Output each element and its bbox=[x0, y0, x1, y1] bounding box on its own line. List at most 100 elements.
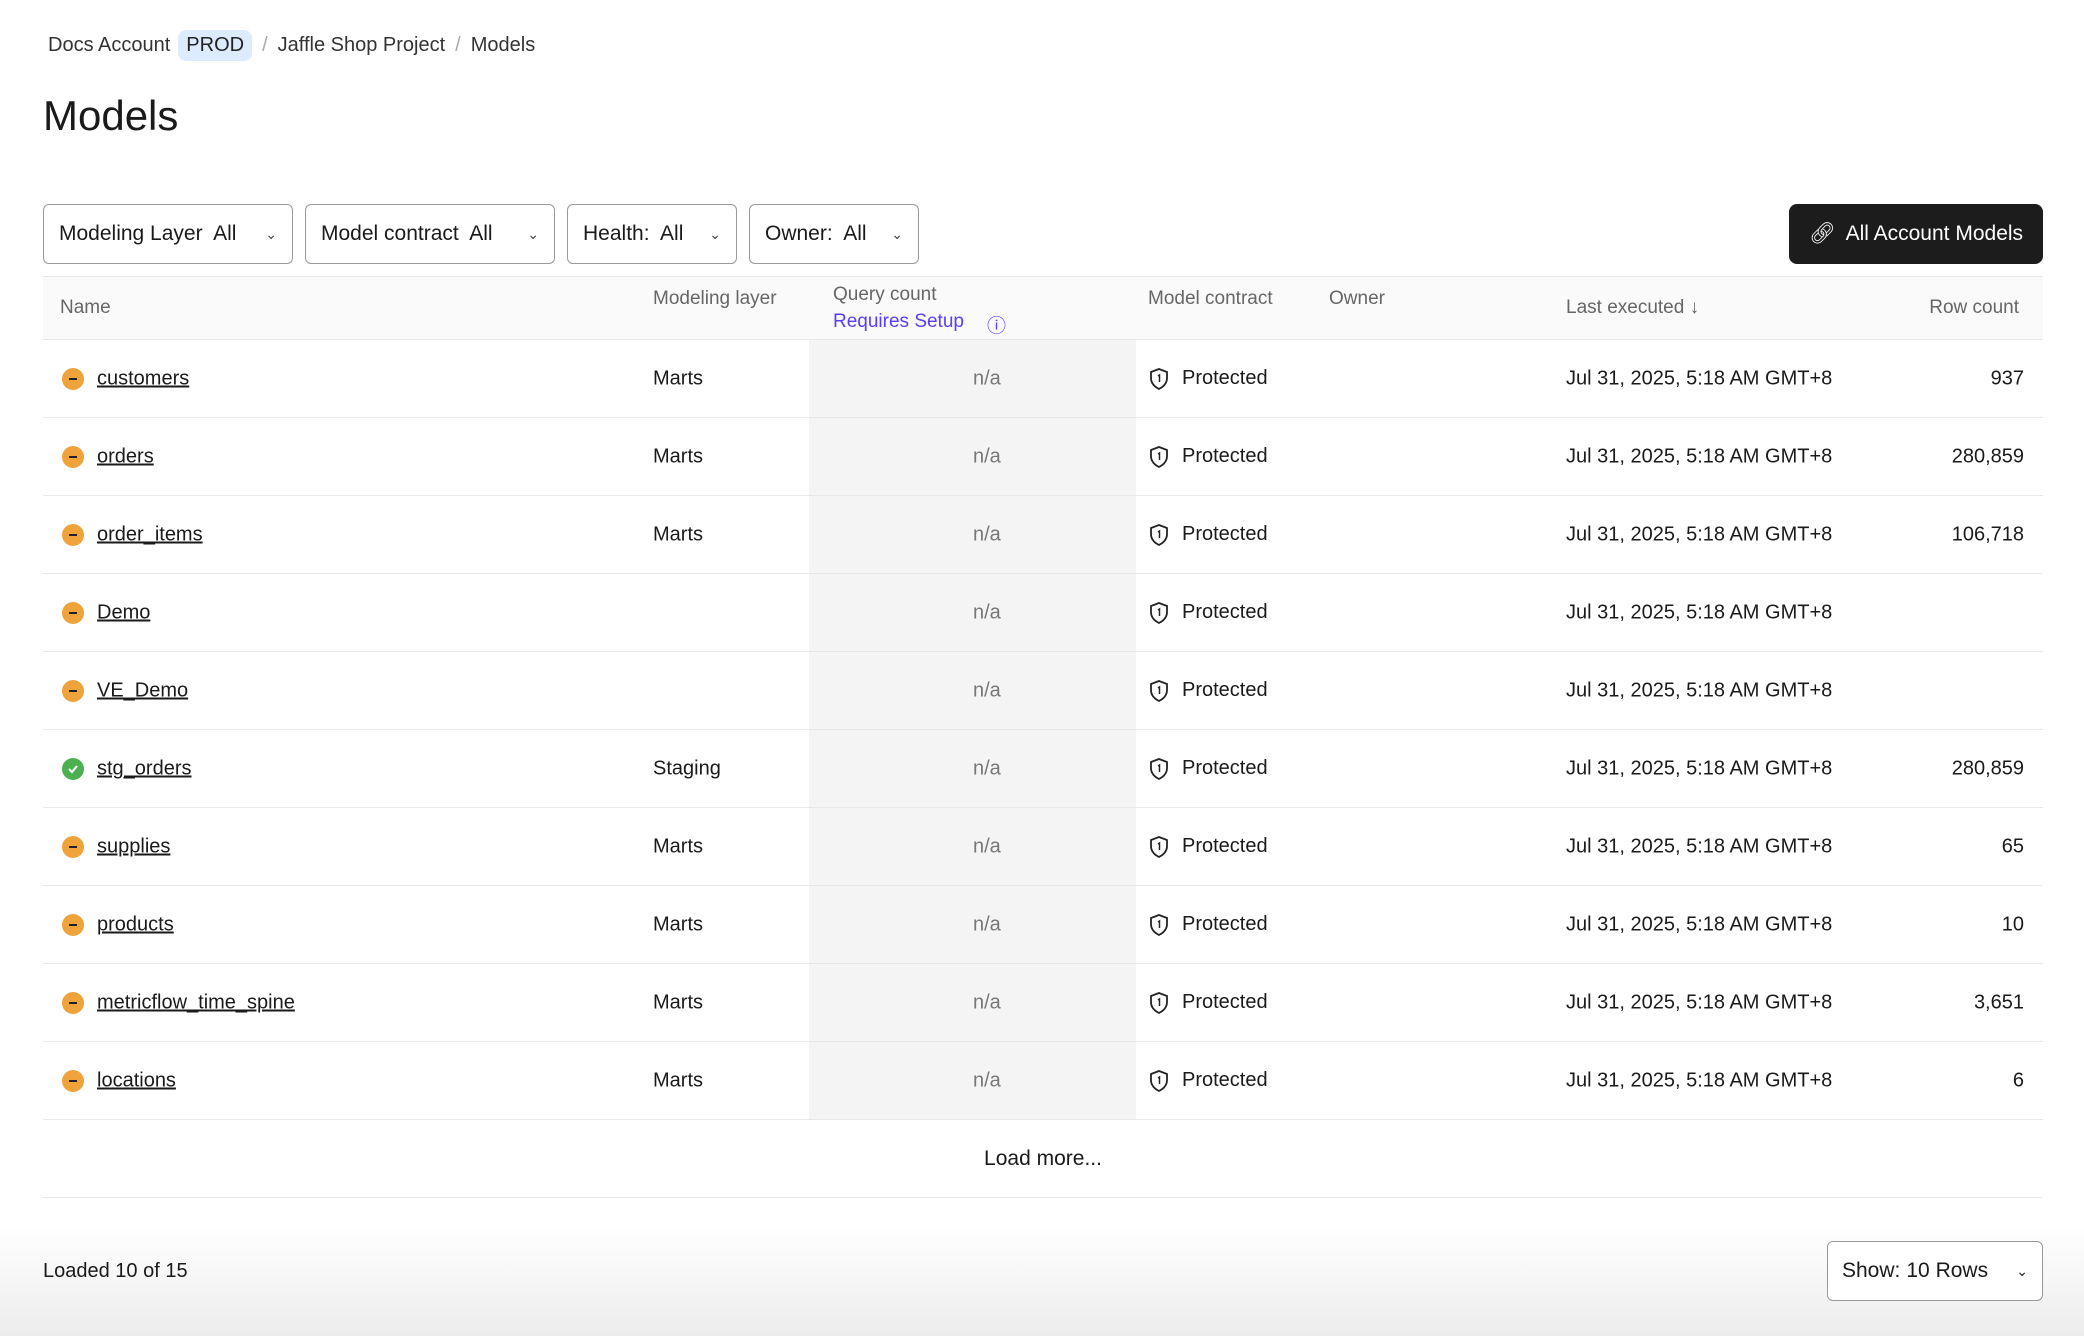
col-owner[interactable]: Owner bbox=[1329, 288, 1385, 309]
model-contract: Protected bbox=[1148, 679, 1268, 703]
contract-label: Protected bbox=[1182, 523, 1268, 545]
row-count: 3,651 bbox=[1973, 991, 2024, 1013]
table-header: Name Modeling layer Query count Requires… bbox=[43, 276, 2043, 340]
modeling-layer: Staging bbox=[653, 757, 721, 779]
shield-icon bbox=[1150, 991, 1168, 1014]
model-contract: Protected bbox=[1148, 445, 1268, 469]
table-row: customers Marts n/a Protected Jul 31, 20… bbox=[43, 340, 2043, 418]
shield-icon bbox=[1150, 1069, 1168, 1092]
breadcrumb-project[interactable]: Jaffle Shop Project bbox=[277, 34, 446, 56]
info-icon[interactable]: ⓘ bbox=[987, 316, 1007, 337]
query-count: n/a bbox=[973, 913, 1001, 935]
model-contract: Protected bbox=[1148, 913, 1268, 937]
warning-status-icon bbox=[62, 679, 84, 702]
query-count-column-bg bbox=[809, 340, 1136, 1120]
table-row: locations Marts n/a Protected Jul 31, 20… bbox=[43, 1042, 2043, 1120]
chevron-down-icon: ⌄ bbox=[891, 225, 903, 242]
shield-icon bbox=[1150, 367, 1168, 390]
warning-status-icon bbox=[62, 835, 84, 858]
query-count: n/a bbox=[973, 445, 1001, 467]
separator: / bbox=[455, 34, 461, 56]
row-count: 280,859 bbox=[1951, 757, 2024, 779]
table-row: stg_orders Staging n/a Protected Jul 31,… bbox=[43, 730, 2043, 808]
warning-status-icon bbox=[62, 1069, 84, 1092]
model-contract: Protected bbox=[1148, 1069, 1268, 1093]
row-count: 937 bbox=[1990, 367, 2024, 389]
model-contract: Protected bbox=[1148, 757, 1268, 781]
breadcrumb: Docs Account PROD / Jaffle Shop Project … bbox=[48, 30, 535, 61]
model-name-link[interactable]: locations bbox=[97, 1069, 176, 1091]
filter-owner[interactable]: Owner: All ⌄ bbox=[749, 204, 919, 264]
model-name-link[interactable]: metricflow_time_spine bbox=[97, 991, 295, 1013]
separator: / bbox=[262, 34, 268, 56]
query-count: n/a bbox=[973, 601, 1001, 623]
filter-label: Model contract All bbox=[321, 222, 493, 245]
bottom-shadow bbox=[0, 1226, 2084, 1336]
last-executed: Jul 31, 2025, 5:18 AM GMT+8 bbox=[1566, 601, 1833, 623]
col-name[interactable]: Name bbox=[60, 297, 111, 318]
warning-status-icon bbox=[62, 367, 84, 390]
row-count: 10 bbox=[2001, 913, 2024, 935]
chevron-down-icon: ⌄ bbox=[265, 225, 277, 242]
modeling-layer: Marts bbox=[653, 523, 703, 545]
model-name-link[interactable]: VE_Demo bbox=[97, 679, 189, 701]
col-modeling-layer[interactable]: Modeling layer bbox=[653, 288, 777, 309]
button-label: All Account Models bbox=[1845, 222, 2024, 245]
model-name-link[interactable]: order_items bbox=[97, 523, 203, 545]
warning-status-icon bbox=[62, 445, 84, 468]
filter-label: Modeling Layer All bbox=[59, 222, 237, 245]
shield-icon bbox=[1150, 601, 1168, 624]
col-last-executed[interactable]: Last executed ↓ bbox=[1566, 297, 1700, 318]
last-executed: Jul 31, 2025, 5:18 AM GMT+8 bbox=[1566, 679, 1833, 701]
col-query-count[interactable]: Query count bbox=[833, 284, 937, 305]
requires-setup-link[interactable]: Requires Setup bbox=[833, 311, 964, 332]
modeling-layer: Marts bbox=[653, 991, 703, 1013]
warning-status-icon bbox=[62, 913, 84, 936]
query-count: n/a bbox=[973, 991, 1001, 1013]
contract-label: Protected bbox=[1182, 835, 1268, 857]
table-row: products Marts n/a Protected Jul 31, 202… bbox=[43, 886, 2043, 964]
show-value: 10 Rows bbox=[1906, 1259, 1989, 1282]
col-model-contract[interactable]: Model contract bbox=[1148, 288, 1273, 309]
contract-label: Protected bbox=[1182, 601, 1268, 623]
last-executed: Jul 31, 2025, 5:18 AM GMT+8 bbox=[1566, 1069, 1833, 1091]
show-label: Show: bbox=[1842, 1259, 1901, 1282]
last-executed: Jul 31, 2025, 5:18 AM GMT+8 bbox=[1566, 445, 1833, 467]
breadcrumb-page: Models bbox=[470, 34, 536, 56]
shield-icon bbox=[1150, 679, 1168, 702]
contract-label: Protected bbox=[1182, 445, 1268, 467]
query-count: n/a bbox=[973, 367, 1001, 389]
shield-icon bbox=[1150, 445, 1168, 468]
modeling-layer: Marts bbox=[653, 445, 703, 467]
model-name-link[interactable]: supplies bbox=[97, 835, 171, 857]
contract-label: Protected bbox=[1182, 913, 1268, 935]
query-count: n/a bbox=[973, 757, 1001, 779]
chevron-down-icon: ⌄ bbox=[709, 225, 721, 242]
breadcrumb-account[interactable]: Docs Account bbox=[48, 34, 171, 56]
filter-label: Owner: All bbox=[765, 222, 867, 245]
model-name-link[interactable]: orders bbox=[97, 445, 154, 467]
warning-status-icon bbox=[62, 523, 84, 546]
model-name-link[interactable]: customers bbox=[97, 367, 190, 389]
all-account-models-button[interactable]: 🔗︎ All Account Models bbox=[1789, 204, 2043, 264]
model-contract: Protected bbox=[1148, 835, 1268, 859]
filter-modeling-layer[interactable]: Modeling Layer All ⌄ bbox=[43, 204, 293, 264]
row-count: 65 bbox=[2001, 835, 2024, 857]
load-more-button[interactable]: Load more... bbox=[43, 1120, 2043, 1198]
shield-icon bbox=[1150, 835, 1168, 858]
warning-status-icon bbox=[62, 991, 84, 1014]
filter-health[interactable]: Health: All ⌄ bbox=[567, 204, 737, 264]
model-name-link[interactable]: stg_orders bbox=[97, 757, 192, 779]
model-name-link[interactable]: Demo bbox=[97, 601, 151, 623]
model-contract: Protected bbox=[1148, 601, 1268, 625]
rows-per-page-select[interactable]: Show: 10 Rows ⌄ bbox=[1827, 1241, 2043, 1301]
table-row: orders Marts n/a Protected Jul 31, 2025,… bbox=[43, 418, 2043, 496]
query-count: n/a bbox=[973, 523, 1001, 545]
col-row-count[interactable]: Row count bbox=[1929, 297, 2019, 318]
filter-model-contract[interactable]: Model contract All ⌄ bbox=[305, 204, 555, 264]
warning-status-icon bbox=[62, 601, 84, 624]
model-name-link[interactable]: products bbox=[97, 913, 174, 935]
last-executed: Jul 31, 2025, 5:18 AM GMT+8 bbox=[1566, 991, 1833, 1013]
contract-label: Protected bbox=[1182, 679, 1268, 701]
models-table: Name Modeling layer Query count Requires… bbox=[43, 276, 2043, 1198]
